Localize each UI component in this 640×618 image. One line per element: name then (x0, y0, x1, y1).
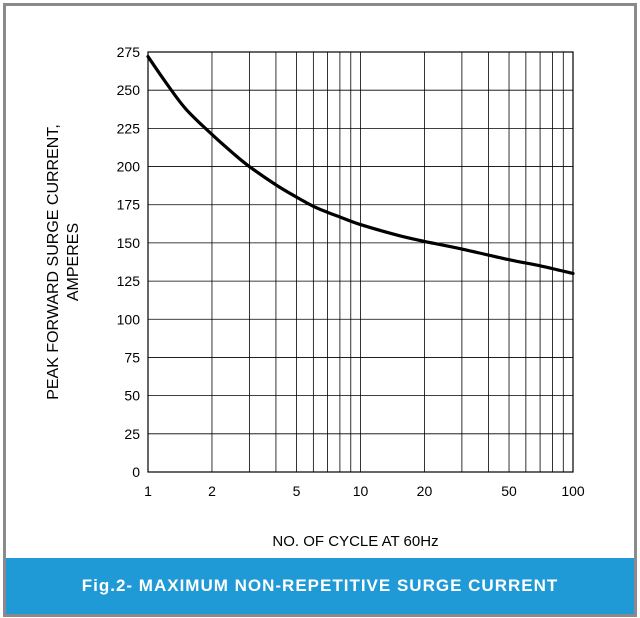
x-tick-label: 10 (353, 483, 369, 499)
y-tick-label: 275 (117, 44, 141, 60)
x-tick-labels: 1 2 5 10 20 50 100 (144, 483, 585, 499)
y-tick-label: 0 (132, 464, 140, 480)
x-tick-label: 1 (144, 483, 152, 499)
x-tick-label: 100 (561, 483, 585, 499)
x-tick-label: 20 (417, 483, 433, 499)
y-tick-label: 125 (117, 273, 141, 289)
y-tick-label: 75 (124, 349, 140, 365)
y-tick-label: 250 (117, 82, 141, 98)
x-tick-label: 2 (208, 483, 216, 499)
y-tick-label: 25 (124, 426, 140, 442)
y-tick-label: 225 (117, 120, 141, 136)
curve-layer (146, 54, 575, 276)
y-tick-labels: 0 25 50 75 100 125 150 175 200 225 250 275 (117, 44, 141, 480)
plot-border (147, 51, 574, 473)
y-tick-label: 175 (117, 197, 141, 213)
surge-current-curve (146, 54, 575, 276)
grid (148, 52, 573, 472)
x-axis-label: NO. OF CYCLE AT 60Hz (272, 533, 438, 550)
y-tick-label: 100 (117, 311, 141, 327)
y-axis-label-units: AMPERES (65, 223, 82, 301)
y-tick-label: 200 (117, 159, 141, 175)
y-axis-label: PEAK FORWARD SURGE CURRENT, (45, 124, 62, 400)
x-tick-label: 5 (293, 483, 301, 499)
x-tick-label: 50 (501, 483, 517, 499)
figure-caption: Fig.2- MAXIMUM NON-REPETITIVE SURGE CURR… (6, 558, 634, 614)
figure-frame: 0 25 50 75 100 125 150 175 200 225 250 275 1 2 5 10 20 5… (3, 3, 637, 617)
y-tick-label: 150 (117, 235, 141, 251)
y-tick-label: 50 (124, 388, 140, 404)
